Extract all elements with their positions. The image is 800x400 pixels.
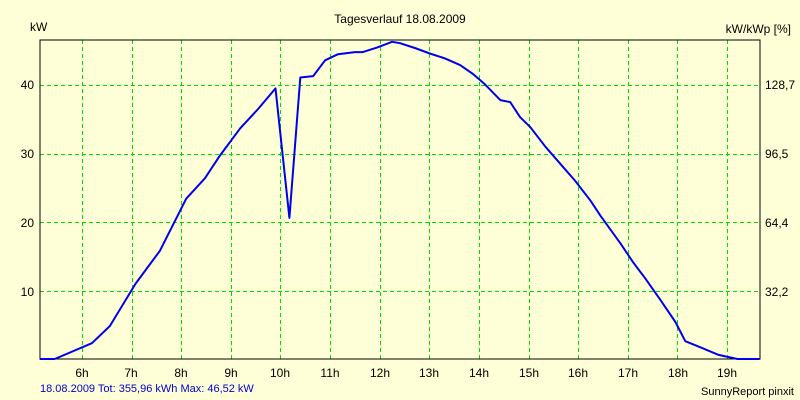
y-axis-label-right: kW/kWp [%] bbox=[725, 22, 791, 36]
y-tick-right-32-2: 32,2 bbox=[765, 285, 789, 299]
x-tick-17h: 17h bbox=[617, 366, 639, 380]
grid-lines bbox=[40, 40, 760, 359]
x-tick-7h: 7h bbox=[124, 366, 138, 380]
summary-footer: 18.08.2009 Tot: 355,96 kWh Max: 46,52 kW bbox=[40, 383, 254, 395]
x-tick-9h: 9h bbox=[224, 366, 238, 380]
x-tick-10h: 10h bbox=[269, 366, 291, 380]
x-tick-13h: 13h bbox=[418, 366, 440, 380]
chart-title: Tagesverlauf 18.08.2009 bbox=[334, 12, 466, 26]
y-tick-right-64-4: 64,4 bbox=[765, 216, 789, 230]
x-tick-6h: 6h bbox=[75, 366, 89, 380]
x-tick-15h: 15h bbox=[518, 366, 540, 380]
x-tick-8h: 8h bbox=[174, 366, 188, 380]
x-tick-11h: 11h bbox=[320, 366, 340, 380]
x-tick-14h: 14h bbox=[468, 366, 490, 380]
plot-frame bbox=[39, 39, 761, 360]
y-tick-right-128-7: 128,7 bbox=[765, 78, 796, 92]
y-tick-left-30: 30 bbox=[20, 147, 34, 161]
y-tick-left-20: 20 bbox=[20, 216, 34, 230]
power-line bbox=[39, 40, 760, 360]
y-axis-label-left: kW bbox=[30, 20, 48, 34]
credit-footer: SunnyReport pinxit bbox=[701, 386, 794, 398]
x-tick-16h: 16h bbox=[567, 366, 589, 380]
x-tick-18h: 18h bbox=[667, 366, 689, 380]
y-tick-left-10: 10 bbox=[20, 285, 34, 299]
y-tick-right-96-5: 96,5 bbox=[765, 147, 789, 161]
x-tick-12h: 12h bbox=[369, 366, 391, 380]
x-tick-19h: 19h bbox=[716, 366, 738, 380]
y-tick-left-40: 40 bbox=[20, 78, 34, 92]
